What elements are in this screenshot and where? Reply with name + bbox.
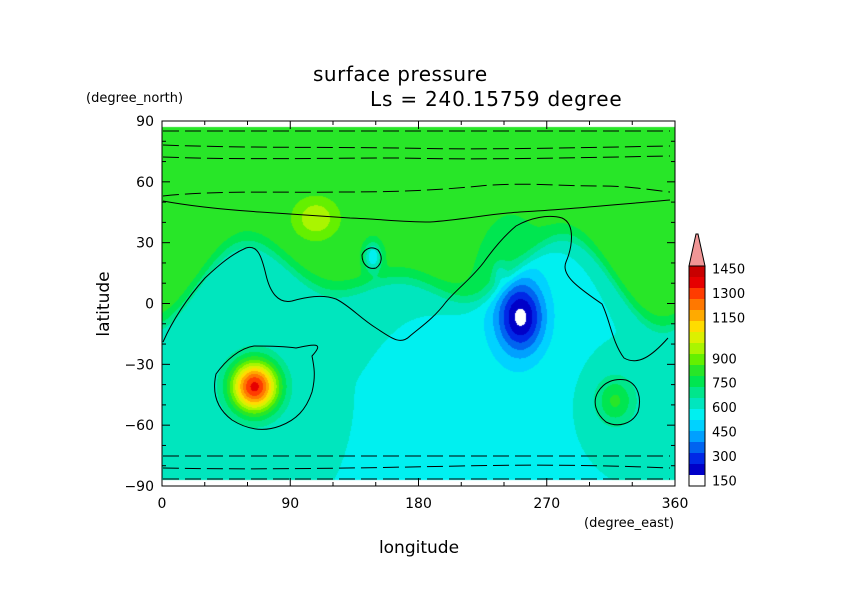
colorbar-tick-label: 600 [712, 401, 737, 416]
colorbar-swatch [689, 365, 705, 376]
y-axis-label: latitude [94, 271, 114, 336]
colorbar-swatch [689, 475, 705, 486]
colorbar-swatch [689, 332, 705, 343]
colorbar-tick-label: 300 [712, 450, 737, 465]
x-tick-label: 90 [281, 496, 299, 512]
y-units-label: (degree_north) [86, 91, 183, 106]
colorbar-tick-label: 150 [712, 475, 737, 490]
chart-title: surface pressure [313, 62, 488, 86]
contour-line [162, 464, 671, 470]
chart-subtitle: Ls = 240.15759 degree [370, 87, 622, 111]
colorbar-swatch [689, 299, 705, 310]
y-tick-label: −90 [124, 479, 154, 495]
colorbar-tick-label: 750 [712, 377, 737, 392]
contour-line [594, 379, 640, 426]
colorbar-tick-label: 450 [712, 426, 737, 441]
x-tick-label: 360 [662, 496, 689, 512]
x-tick-label: 0 [158, 496, 167, 512]
colorbar-swatch [689, 431, 705, 442]
colorbar-swatch [689, 398, 705, 409]
colorbar-swatch [689, 266, 705, 277]
colorbar-swatch [689, 464, 705, 475]
colorbar-swatch [689, 354, 705, 365]
y-tick-label: −30 [124, 357, 154, 373]
contour-line [162, 155, 671, 160]
y-tick-label: 90 [136, 114, 154, 130]
contour-line [214, 344, 319, 430]
colorbar-swatch [689, 321, 705, 332]
y-tick-label: −60 [124, 418, 154, 434]
colorbar-swatch [689, 409, 705, 420]
colorbar-swatch [689, 277, 705, 288]
colorbar: 150 300 450 600 750 900 1150 1300 1450 [688, 233, 745, 490]
y-tick-label: 0 [145, 297, 154, 313]
x-units-label: (degree_east) [584, 516, 674, 531]
colorbar-swatch [689, 343, 705, 354]
colorbar-swatch [689, 442, 705, 453]
x-tick-label: 180 [405, 496, 432, 512]
colorbar-tick-label: 1300 [712, 287, 745, 302]
contour-line [162, 183, 671, 197]
colorbar-swatch [689, 310, 705, 321]
colorbar-tick-label: 900 [712, 352, 737, 367]
contour-line [162, 199, 671, 223]
colorbar-swatch [689, 453, 705, 464]
y-tick-label: 30 [136, 236, 154, 252]
contour-lines [162, 130, 671, 480]
colorbar-swatch [689, 376, 705, 387]
y-tick-label: 60 [136, 175, 154, 191]
contour-line [162, 144, 671, 150]
colorbar-tick-label: 1150 [712, 312, 745, 327]
colorbar-extend-arrow [688, 233, 706, 267]
colorbar-swatch [689, 420, 705, 431]
axes: 0 90 180 270 360 90 60 30 0 −30 −60 −90 [124, 114, 688, 512]
contour-line [162, 215, 669, 362]
x-axis-label: longitude [379, 538, 459, 558]
colorbar-frame [688, 265, 706, 487]
colorbar-tick-label: 1450 [712, 263, 745, 278]
x-tick-label: 270 [533, 496, 560, 512]
pressure-field-heatmap [162, 121, 675, 486]
colorbar-swatch [689, 387, 705, 398]
colorbar-swatch [689, 288, 705, 299]
contour-line [361, 247, 382, 269]
